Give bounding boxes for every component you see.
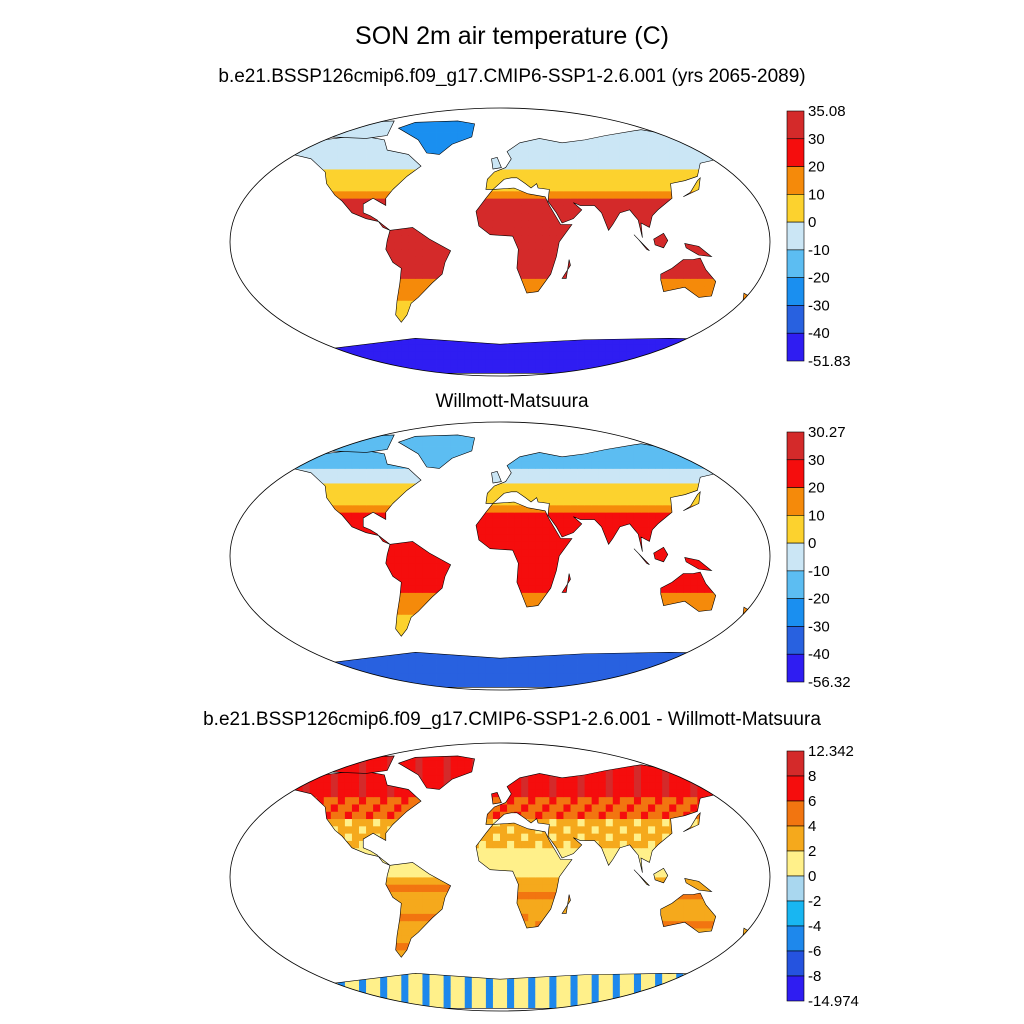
landmass-greenland xyxy=(398,434,475,469)
colorbar-swatch xyxy=(786,332,805,362)
colorbar-tick-label: 35.08 xyxy=(808,103,846,120)
colorbar-swatch xyxy=(786,249,805,278)
colorbar-tick-label: 30 xyxy=(808,452,825,469)
colorbar-swatch xyxy=(786,221,805,251)
landmass-southamerica xyxy=(385,227,451,323)
colorbar-swatch xyxy=(786,950,805,977)
panel-title-model: b.e21.BSSP126cmip6.f09_g17.CMIP6-SSP1-2.… xyxy=(218,66,806,87)
colorbar-swatch xyxy=(786,138,805,167)
map-land-group xyxy=(245,434,755,688)
colorbar-tick-label: 30 xyxy=(808,131,825,148)
colorbar-swatch xyxy=(786,570,805,599)
landmass-australia xyxy=(660,572,716,612)
colorbar-tick-label: -40 xyxy=(808,646,830,663)
map-difference-svg xyxy=(229,742,771,1012)
colorbar-tick-label: 12.342 xyxy=(808,743,854,760)
panel-title-observed: Willmott-Matsuura xyxy=(435,391,589,412)
colorbar-swatch xyxy=(786,305,805,334)
colorbar-tick-label: -20 xyxy=(808,270,830,287)
colorbar-swatch xyxy=(786,431,805,461)
colorbar-tick-label: 10 xyxy=(808,186,825,203)
landmass-uk xyxy=(491,471,502,484)
landmass-southamerica xyxy=(385,541,451,637)
colorbar-swatch xyxy=(786,850,805,877)
colorbar-swatch xyxy=(786,110,805,140)
landmass-greenland xyxy=(398,120,475,155)
map-model-svg xyxy=(229,107,771,377)
colorbar-tick-label: 2 xyxy=(808,843,816,860)
map-land-group xyxy=(245,755,755,1009)
colorbar-swatch xyxy=(786,900,805,927)
colorbar-swatch xyxy=(786,459,805,488)
colorbar-tick-label: -51.83 xyxy=(808,353,851,370)
colorbar-tick-label: 0 xyxy=(808,868,816,885)
map-observed xyxy=(228,420,772,692)
colorbar-tick-label: -4 xyxy=(808,918,821,935)
colorbar-swatch xyxy=(786,800,805,827)
colorbar-tick-label: 0 xyxy=(808,214,816,231)
colorbar-tick-label: 6 xyxy=(808,793,816,810)
colorbar-tick-label: 4 xyxy=(808,818,816,835)
colorbar-swatch xyxy=(786,598,805,627)
colorbar-swatch xyxy=(786,515,805,544)
colorbar-tick-label: 0 xyxy=(808,535,816,552)
colorbar-swatch xyxy=(786,975,805,1002)
colorbar-tick-label: -20 xyxy=(808,591,830,608)
figure-title: SON 2m air temperature (C) xyxy=(355,22,669,50)
landmass-uk xyxy=(491,792,502,805)
map-boundary xyxy=(229,421,771,691)
colorbar-tick-label: -10 xyxy=(808,242,830,259)
colorbar-tick-label: 20 xyxy=(808,480,825,497)
colorbar-tick-label: -40 xyxy=(808,325,830,342)
colorbar-swatch xyxy=(786,653,805,683)
colorbar-model: 35.08 30 20 10 0 -10 -20 -30 -40 -51.83 xyxy=(786,103,867,370)
colorbar-swatch xyxy=(786,825,805,852)
colorbar-swatch xyxy=(786,277,805,306)
colorbar-swatch xyxy=(786,775,805,802)
colorbar-tick-label: -56.32 xyxy=(808,674,851,691)
colorbar-tick-label: -2 xyxy=(808,893,821,910)
colorbar-tick-label: -10 xyxy=(808,563,830,580)
map-boundary xyxy=(229,742,771,1012)
colorbar-tick-label: 30.27 xyxy=(808,424,846,441)
landmass-greenland xyxy=(398,755,475,790)
map-land-group xyxy=(245,120,755,374)
colorbar-swatch xyxy=(786,487,805,516)
landmass-australia xyxy=(660,893,716,933)
colorbar-tick-label: 20 xyxy=(808,159,825,176)
colorbar-tick-label: -8 xyxy=(808,968,821,985)
colorbar-tick-label: -30 xyxy=(808,297,830,314)
map-boundary xyxy=(229,107,771,377)
colorbar-swatch xyxy=(786,626,805,655)
map-observed-svg xyxy=(229,421,771,691)
colorbar-tick-label: -30 xyxy=(808,618,830,635)
landmass-southamerica xyxy=(385,862,451,958)
colorbar-observed: 30.27 30 20 10 0 -10 -20 -30 -40 -56.32 xyxy=(786,424,867,691)
colorbar-swatch xyxy=(786,542,805,572)
map-model xyxy=(228,106,772,378)
colorbar-tick-label: -6 xyxy=(808,943,821,960)
colorbar-swatch xyxy=(786,925,805,952)
colorbar-swatch xyxy=(786,166,805,195)
colorbar-swatch xyxy=(786,194,805,223)
colorbar-difference: 12.342 8 6 4 2 0 -2 -4 -6 -8 -14.974 xyxy=(786,743,867,1010)
colorbar-tick-label: 8 xyxy=(808,768,816,785)
colorbar-tick-label: 10 xyxy=(808,507,825,524)
landmass-australia xyxy=(660,258,716,298)
panel-title-difference: b.e21.BSSP126cmip6.f09_g17.CMIP6-SSP1-2.… xyxy=(203,709,821,730)
colorbar-swatch xyxy=(786,875,805,902)
map-difference xyxy=(228,741,772,1013)
colorbar-tick-label: -14.974 xyxy=(808,993,859,1010)
landmass-uk xyxy=(491,157,502,170)
colorbar-swatch xyxy=(786,750,805,777)
